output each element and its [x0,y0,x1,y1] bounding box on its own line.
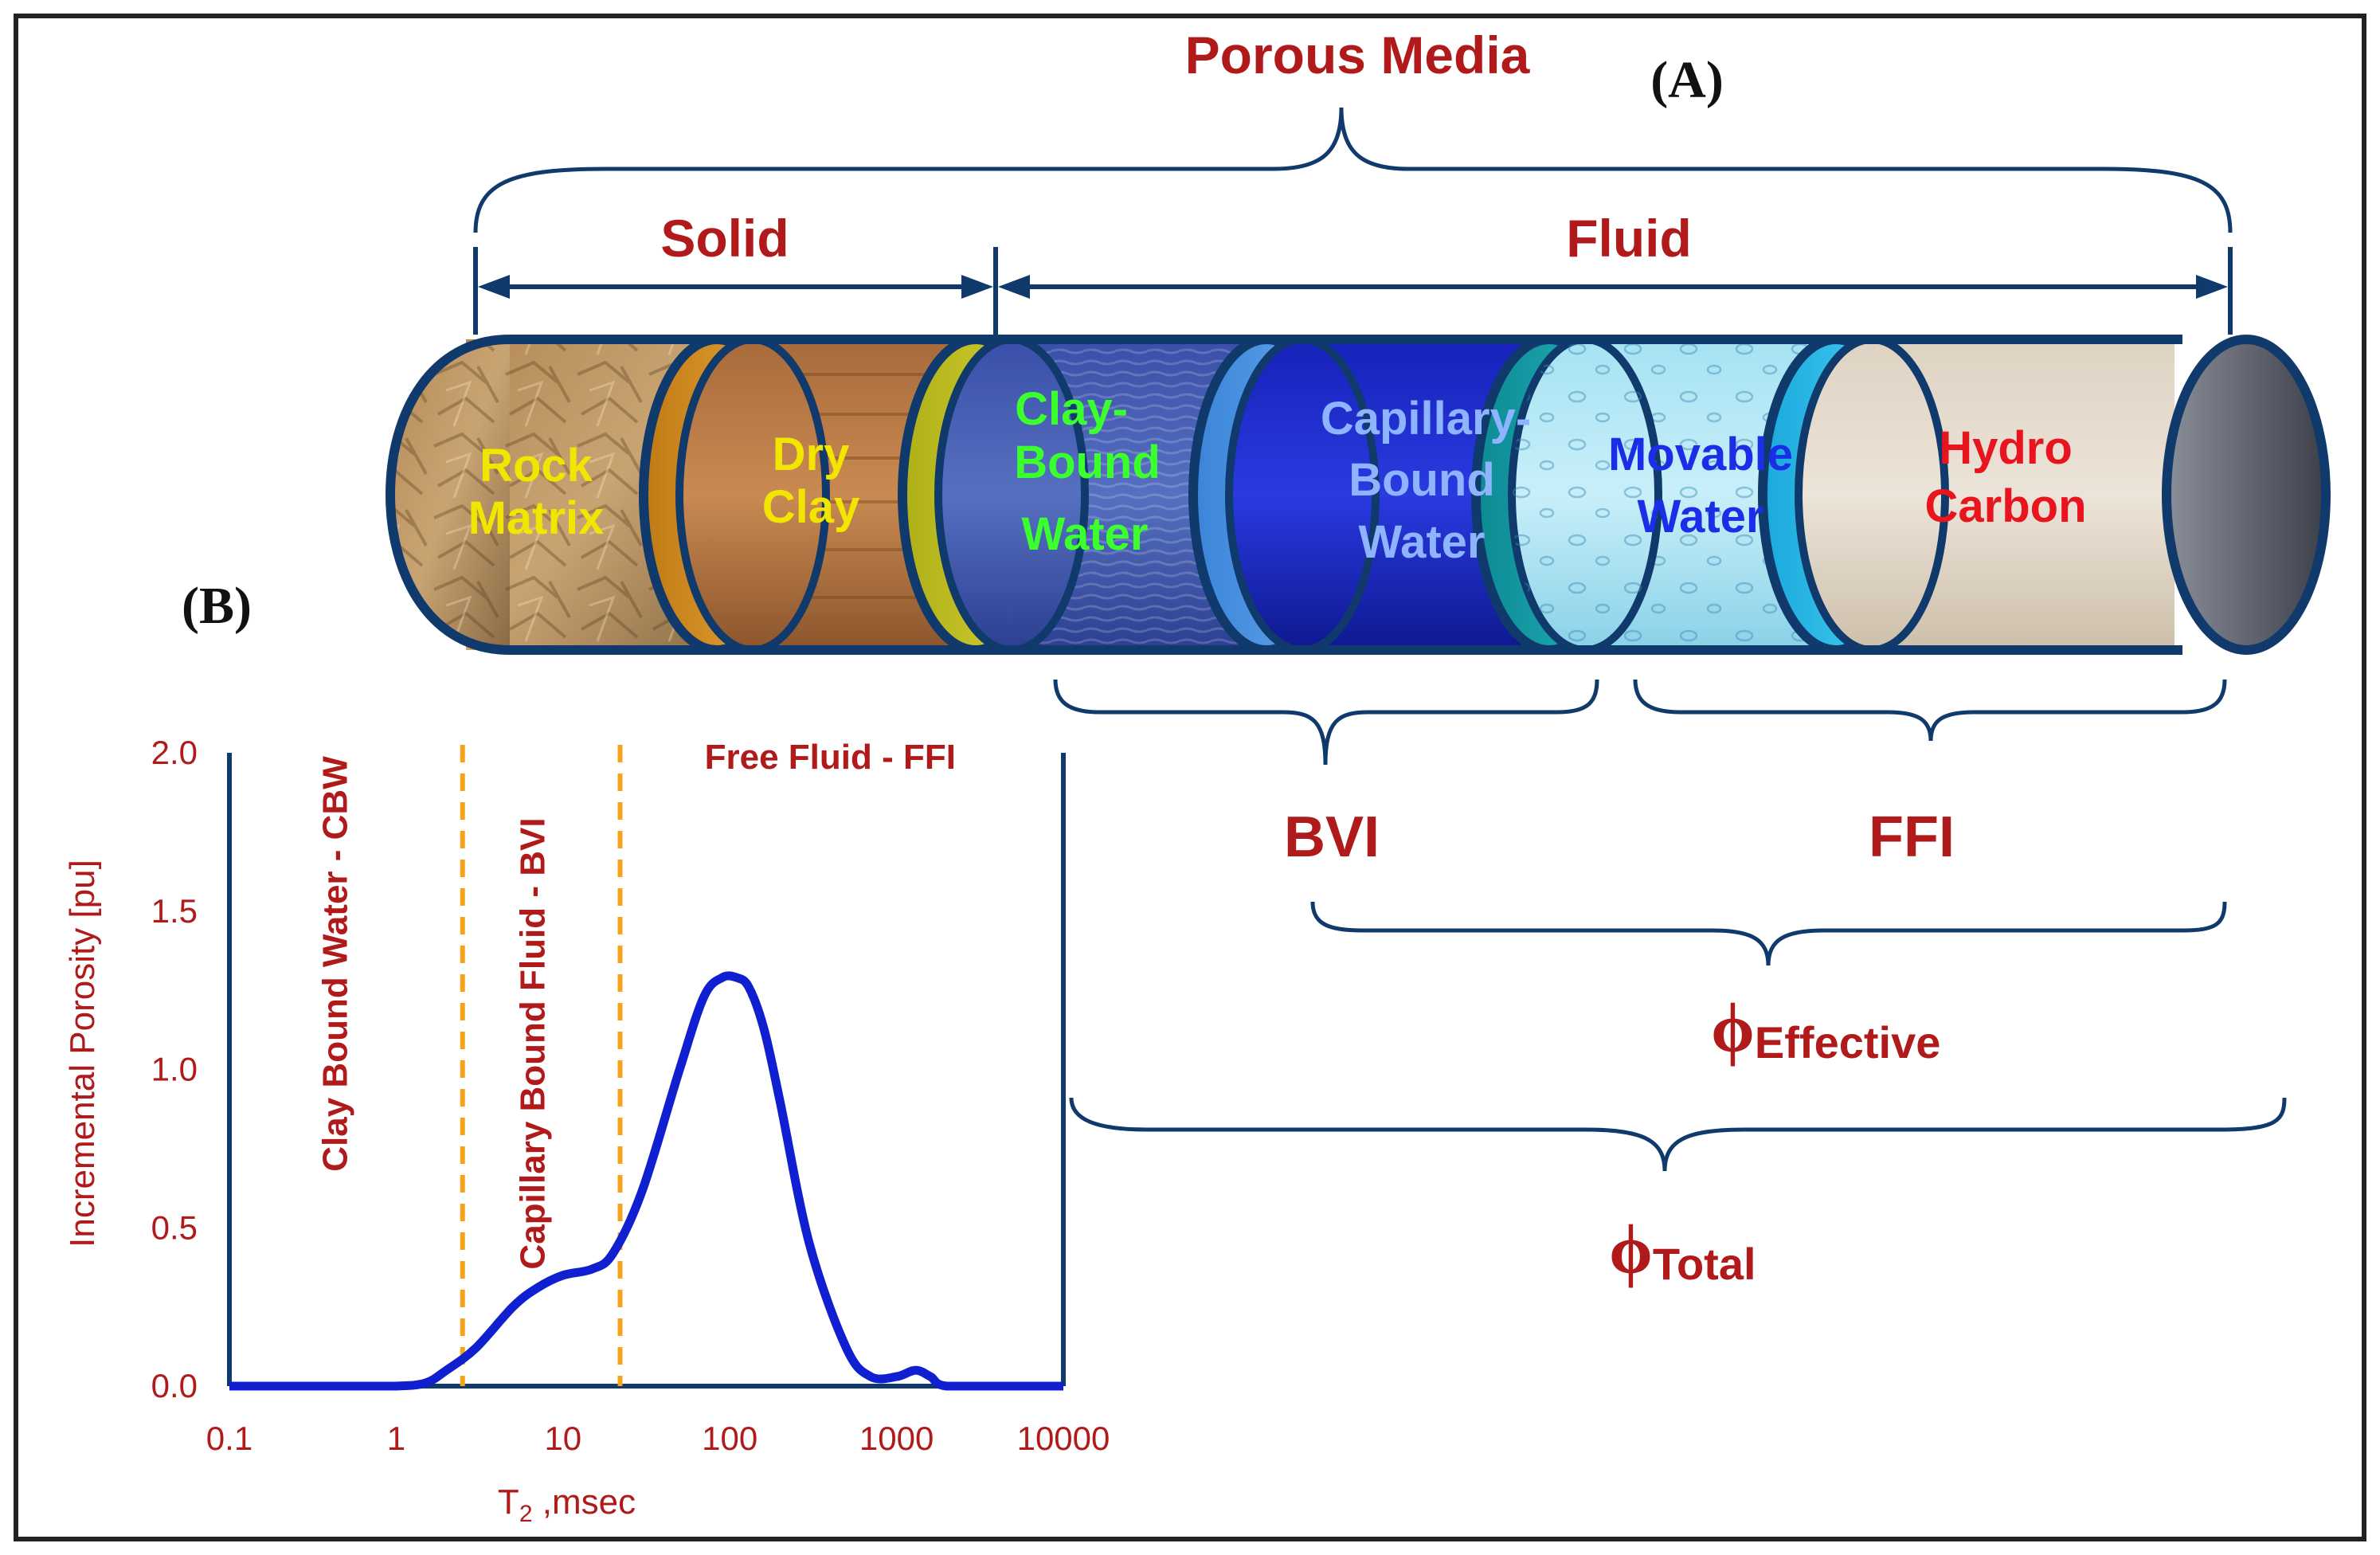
label-rock-matrix-2: Matrix [468,492,605,544]
x-tick-label: 10000 [1017,1420,1110,1457]
figure-frame [14,14,2366,1541]
panel-a: (A) Porous Media Solid Fluid [385,25,2331,1289]
label-movable-water-2: Water [1638,491,1764,542]
bvi-brace [1053,679,1599,766]
phi-effective: ϕEffective [1711,990,1940,1067]
ffi-brace [1633,679,2227,742]
x-tick-label: 0.1 [206,1420,252,1457]
y-tick-label: 1.5 [151,892,198,930]
solid-arrow [473,247,998,335]
cylinder [385,335,2331,655]
label-hydrocarbon: Hydro [1939,422,2073,474]
fluid-label: Fluid [1566,209,1692,268]
label-clay-bound-water: Clay- [1015,383,1128,435]
phi-total: ϕTotal [1609,1212,1756,1289]
free-fluid-label: Free Fluid - FFI [705,738,956,777]
label-dry-clay-2: Clay [762,481,860,533]
phi-symbol: ϕ [1711,990,1755,1067]
y-tick-label: 0.5 [151,1208,198,1246]
x-axis-title: T2 ,msec [498,1483,636,1527]
x-axis-title-rest: ,msec [533,1483,636,1522]
x-tick-label: 10 [544,1420,581,1457]
porous-media-brace [473,107,2233,233]
x-tick-label: 1 [387,1420,405,1457]
label-capillary-bound-water-3: Water [1359,516,1486,568]
bvi-label: BVI [1284,805,1380,869]
cylinder-end-cap [2162,335,2331,655]
label-capillary-bound-water: Capillary- [1321,393,1531,445]
panel-a-label: (A) [1650,51,1724,109]
cutoff-label: Capillary Bound Fluid - BVI [514,817,553,1269]
label-dry-clay: Dry [773,429,850,480]
effective-brace [1310,901,2227,966]
t2-distribution-chart: Incremental Porosity [pu] T2 ,msec Free … [63,734,1110,1527]
label-clay-bound-water-3: Water [1022,508,1149,560]
total-brace [1069,1097,2287,1172]
label-movable-water: Movable [1608,429,1793,480]
phi-symbol-total: ϕ [1609,1212,1653,1289]
y-tick-label: 1.0 [151,1051,198,1088]
y-axis-title: Incremental Porosity [pu] [63,860,102,1248]
panel-b: (B) Incremental Porosity [pu] T2 ,msec F… [63,577,1110,1527]
effective-subscript: Effective [1755,1017,1940,1067]
segment-labels: Rock Matrix Dry Clay Clay- Bound Water C… [468,383,2087,568]
cutoff-label: Clay Bound Water - CBW [316,756,355,1172]
x-axis-title-main: T [498,1483,519,1522]
porous-media-title: Porous Media [1185,25,1531,84]
label-clay-bound-water-2: Bound [1014,437,1161,488]
t2-distribution-curve [229,971,1063,1391]
label-rock-matrix: Rock [480,440,593,492]
fluid-arrow [998,247,2233,335]
y-tick-label: 2.0 [151,734,198,771]
panel-b-label: (B) [182,577,252,635]
ffi-label: FFI [1869,805,1955,869]
label-hydrocarbon-2: Carbon [1925,480,2087,532]
x-tick-label: 1000 [859,1420,934,1457]
total-subscript: Total [1653,1239,1756,1289]
x-axis-title-sub: 2 [519,1501,533,1527]
solid-label: Solid [660,209,789,268]
label-capillary-bound-water-2: Bound [1349,454,1495,506]
x-tick-label: 100 [702,1420,757,1457]
y-tick-label: 0.0 [151,1367,198,1404]
